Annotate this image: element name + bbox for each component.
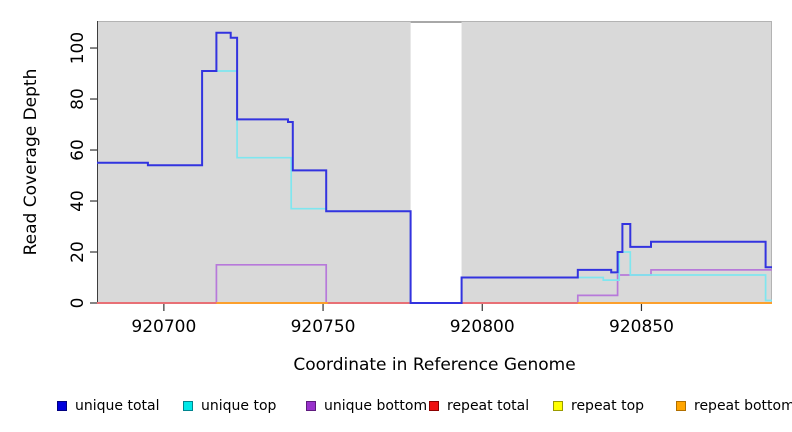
legend-item-repeat-bottom: repeat bottom <box>676 397 792 415</box>
legend-label: repeat total <box>447 398 530 414</box>
legend-item-repeat-total: repeat total <box>429 397 529 415</box>
legend-item-unique-bottom: unique bottom <box>306 397 427 415</box>
y-tick-label: 80 <box>68 88 88 110</box>
chart-legend: unique total unique top unique bottom re… <box>0 397 792 417</box>
x-tick-label: 920700 <box>131 317 196 337</box>
legend-label: unique bottom <box>324 398 428 414</box>
legend-label: repeat bottom <box>694 398 792 414</box>
legend-item-repeat-top: repeat top <box>553 397 644 415</box>
x-axis-title: Coordinate in Reference Genome <box>293 355 575 375</box>
repeat-bottom-swatch-icon <box>676 401 686 411</box>
y-tick-label: 60 <box>68 139 88 161</box>
x-tick-label: 920850 <box>609 317 674 337</box>
legend-item-unique-total: unique total <box>57 397 159 415</box>
x-tick-label: 920750 <box>291 317 356 337</box>
no-data-gap-band <box>410 21 462 303</box>
y-tick-label: 100 <box>68 32 88 64</box>
y-tick-label: 0 <box>68 298 88 309</box>
series-unique-total <box>97 31 772 304</box>
y-tick-label: 40 <box>68 190 88 212</box>
repeat-top-swatch-icon <box>553 401 563 411</box>
x-tick-label: 920800 <box>450 317 515 337</box>
legend-label: unique total <box>75 398 160 414</box>
unique-top-swatch-icon <box>183 401 193 411</box>
y-tick-label: 20 <box>68 241 88 263</box>
unique-bottom-swatch-icon <box>306 401 316 411</box>
legend-label: repeat top <box>571 398 645 414</box>
y-axis-title: Read Coverage Depth <box>21 69 41 256</box>
legend-label: unique top <box>201 398 277 414</box>
repeat-total-swatch-icon <box>429 401 439 411</box>
legend-item-unique-top: unique top <box>183 397 276 415</box>
unique-total-swatch-icon <box>57 401 67 411</box>
coverage-chart: 920700 920750 920800 920850 0 20 40 60 80 100 Coor… <box>21 21 772 375</box>
